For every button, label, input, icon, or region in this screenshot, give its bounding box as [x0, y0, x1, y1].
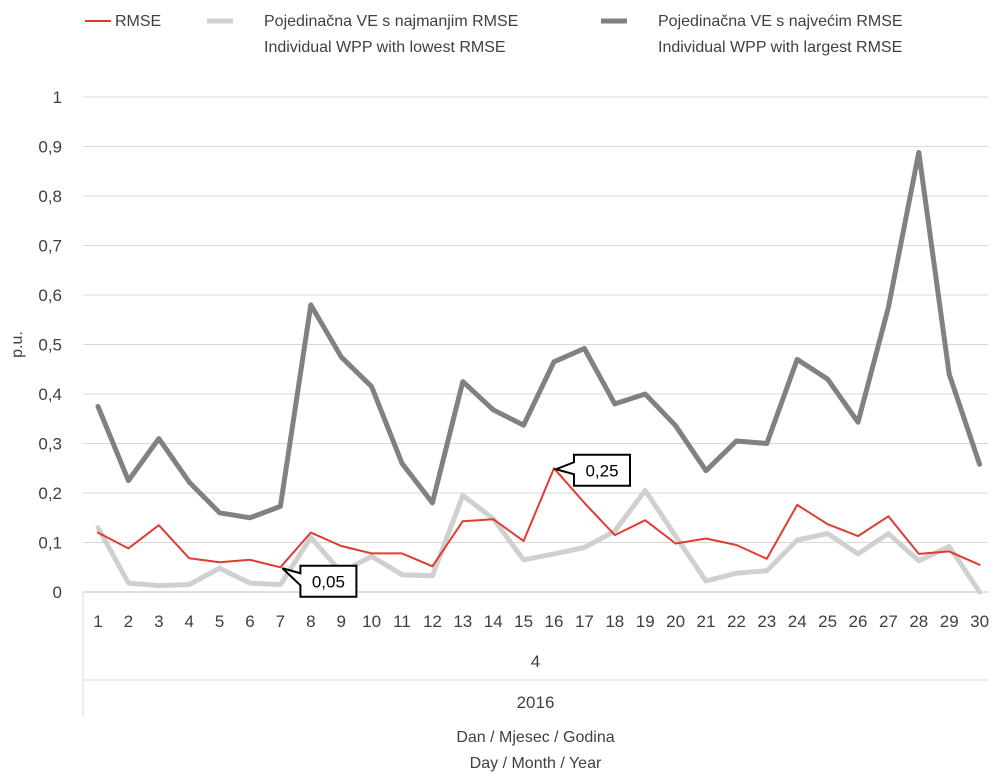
x-tick-label: 29	[940, 612, 959, 631]
data-callouts: 0,05 0,25	[281, 453, 631, 598]
y-tick-label: 1	[53, 88, 62, 107]
x-tick-label: 16	[545, 612, 564, 631]
x-tick-label: 24	[788, 612, 807, 631]
x-tick-label: 25	[818, 612, 837, 631]
callout-label: 0,25	[585, 461, 618, 480]
x-tick-label: 1	[93, 612, 102, 631]
x-tick-label: 6	[245, 612, 254, 631]
y-tick-label: 0,9	[38, 138, 62, 157]
chart-legend: RMSE Pojedinačna VE s najmanjim RMSE Indiv…	[85, 13, 903, 56]
gridlines	[83, 96, 988, 593]
x-tick-label: 15	[514, 612, 533, 631]
x-tick-label: 14	[484, 612, 503, 631]
x-tick-label: 3	[154, 612, 163, 631]
y-axis-ticks: 0 0,1 0,2 0,3 0,4 0,5 0,6 0,7 0,8 0,9 1	[38, 88, 62, 602]
y-tick-label: 0,8	[38, 187, 62, 206]
x-tick-label: 11	[393, 612, 411, 631]
y-tick-label: 0,6	[38, 286, 62, 305]
x-axis: 1 2 3 4 5 6 7 8 9 10 11 12 13 14 15 16 17 18 19 20 21 22 23 24 2…	[82, 592, 989, 716]
series-line-2	[95, 149, 983, 521]
x-tick-label: 17	[575, 612, 594, 631]
x-tick-label: 10	[362, 612, 381, 631]
legend-label: Pojedinačna VE s najmanjim RMSE	[264, 13, 518, 30]
y-tick-label: 0	[53, 583, 62, 602]
x-tick-label: 30	[970, 612, 989, 631]
y-tick-label: 0,4	[38, 385, 62, 404]
legend-label: RMSE	[115, 13, 161, 30]
x-axis-year-label: 2016	[517, 693, 555, 712]
x-tick-label: 5	[215, 612, 224, 631]
x-tick-label: 7	[276, 612, 285, 631]
x-tick-label: 22	[727, 612, 746, 631]
callout-label: 0,05	[312, 572, 345, 591]
x-tick-label: 19	[636, 612, 655, 631]
x-tick-label: 8	[306, 612, 315, 631]
y-tick-label: 0,7	[38, 237, 62, 256]
x-tick-label: 28	[909, 612, 928, 631]
y-tick-label: 0,3	[38, 435, 62, 454]
y-tick-label: 0,1	[38, 534, 62, 553]
y-tick-label: 0,5	[38, 336, 62, 355]
x-axis-title-line-1: Dan / Mjesec / Godina	[456, 729, 614, 746]
x-axis-month-label: 4	[531, 652, 540, 671]
x-axis-title-line-2: Day / Month / Year	[470, 755, 602, 772]
y-tick-label: 0,2	[38, 484, 62, 503]
x-tick-label: 20	[666, 612, 685, 631]
x-tick-label: 27	[879, 612, 898, 631]
x-tick-label: 4	[184, 612, 193, 631]
legend-label: Individual WPP with lowest RMSE	[264, 39, 506, 56]
x-tick-label: 12	[423, 612, 442, 631]
legend-label: Individual WPP with largest RMSE	[658, 39, 902, 56]
x-tick-label: 2	[124, 612, 133, 631]
y-axis-title: p.u.	[9, 331, 26, 358]
series-lines	[95, 149, 983, 595]
x-tick-label: 13	[453, 612, 472, 631]
x-tick-label: 26	[849, 612, 868, 631]
x-tick-label: 21	[697, 612, 716, 631]
callout-box	[552, 453, 631, 487]
series-line-0	[97, 467, 981, 569]
x-tick-label: 23	[757, 612, 776, 631]
series-line-1	[95, 488, 983, 595]
callout-box	[281, 564, 358, 598]
x-tick-label: 9	[336, 612, 345, 631]
legend-label: Pojedinačna VE s najvećim RMSE	[658, 13, 903, 30]
x-tick-label: 18	[605, 612, 624, 631]
